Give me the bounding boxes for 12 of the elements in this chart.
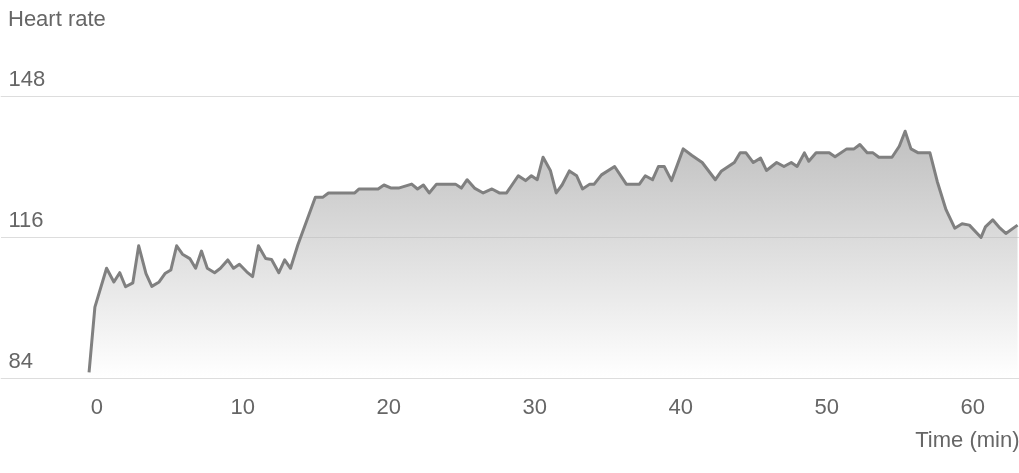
x-tick-label: 40 — [668, 393, 694, 419]
y-tick-label: 116 — [8, 206, 44, 232]
x-tick-label: 60 — [960, 393, 986, 419]
x-tick-label: 10 — [230, 393, 256, 419]
x-tick-label: 50 — [814, 393, 840, 419]
x-tick-label: 30 — [522, 393, 548, 419]
y-tick-label: 148 — [8, 65, 46, 91]
x-axis-title: Time (min) — [915, 426, 1019, 452]
y-tick-label: 84 — [8, 347, 33, 373]
x-tick-label: 0 — [90, 393, 103, 419]
chart-title: Heart rate — [8, 6, 106, 31]
x-tick-label: 20 — [376, 393, 402, 419]
